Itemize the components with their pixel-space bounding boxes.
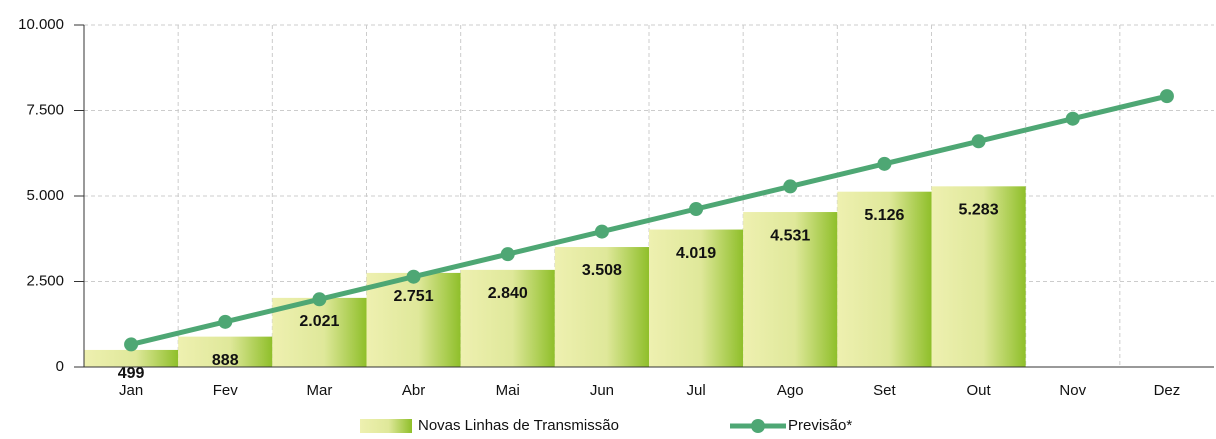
bar (554, 247, 649, 367)
line-point (500, 247, 515, 262)
x-tick-label: Nov (1059, 382, 1086, 399)
line-point (124, 337, 139, 352)
legend-label: Novas Linhas de Transmissão (418, 417, 619, 434)
x-tick-label: Fev (213, 382, 239, 399)
bar (366, 272, 461, 367)
x-tick-label: Set (873, 382, 896, 399)
bar (84, 349, 179, 367)
legend-label: Previsão* (788, 417, 852, 434)
line-point (1159, 89, 1174, 104)
data-label: 499 (118, 365, 145, 382)
x-tick-label: Ago (777, 382, 804, 399)
x-tick-label: Jun (590, 382, 614, 399)
x-tick-label: Jan (119, 382, 143, 399)
data-label: 2.751 (394, 288, 434, 305)
legend-swatch (360, 419, 412, 433)
data-label: 4.531 (770, 227, 810, 244)
bar (460, 269, 555, 367)
data-label: 4.019 (676, 245, 716, 262)
line (130, 93, 1168, 347)
x-tick-label: Mar (306, 382, 332, 399)
bar (743, 212, 838, 367)
data-label: 888 (212, 352, 239, 369)
x-tick-label: Jul (686, 382, 705, 399)
bar (178, 336, 273, 367)
line-point (218, 314, 233, 329)
x-tick-label: Mai (496, 382, 520, 399)
line-point (1065, 111, 1080, 126)
x-tick-label: Abr (402, 382, 425, 399)
legend-marker (751, 419, 765, 433)
bar (649, 229, 744, 367)
data-label: 5.126 (864, 207, 904, 224)
line-point (406, 269, 421, 284)
line-point (783, 179, 798, 194)
line-point (877, 156, 892, 171)
x-tick-label: Out (966, 382, 991, 399)
data-label: 3.508 (582, 262, 622, 279)
bar (837, 191, 932, 367)
y-tick-label: 2.500 (26, 272, 64, 289)
data-label: 2.840 (488, 285, 528, 302)
y-tick-label: 10.000 (18, 16, 64, 33)
y-tick-label: 0 (56, 358, 64, 375)
bar (931, 186, 1026, 367)
line-point (312, 292, 327, 307)
line-point (971, 134, 986, 149)
bar (272, 297, 367, 367)
y-tick-label: 7.500 (26, 101, 64, 118)
line-point (689, 201, 704, 216)
data-label: 2.021 (299, 313, 339, 330)
x-tick-label: Dez (1154, 382, 1181, 399)
y-tick-label: 5.000 (26, 187, 64, 204)
data-label: 5.283 (959, 202, 999, 219)
line-point (594, 224, 609, 239)
